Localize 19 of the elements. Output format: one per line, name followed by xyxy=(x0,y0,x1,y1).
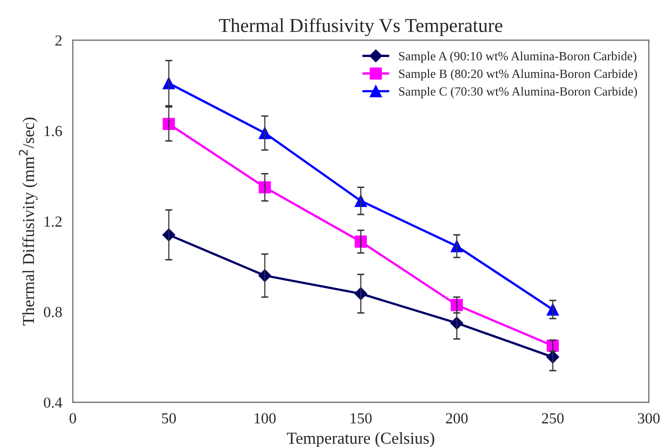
y-tick-label: 2 xyxy=(55,35,62,46)
x-tick-label: 200 xyxy=(446,413,468,424)
x-tick-label: 50 xyxy=(162,413,176,424)
y-tick-label: 0.4 xyxy=(44,397,62,408)
legend-label: Sample C (70:30 wt% Alumina-Boron Carbide) xyxy=(399,86,637,98)
y-tick-label: 0.8 xyxy=(44,306,62,318)
point xyxy=(162,118,175,130)
x-tick-label: 0 xyxy=(70,413,76,424)
y-tick-label: 1.6 xyxy=(44,126,62,136)
x-axis-title: Temperature (Celsius) xyxy=(286,432,434,447)
x-tick-label: 100 xyxy=(254,413,276,424)
x-tick-label: 150 xyxy=(350,413,372,424)
y-tick-label: 1.2 xyxy=(44,216,62,227)
x-tick-label: 300 xyxy=(638,413,660,424)
legend-label: Sample A (90:10 wt% Alumina-Boron Carbide) xyxy=(399,52,636,63)
legend-label: Sample B (80:20 wt% Alumina-Boron Carbide) xyxy=(399,69,637,81)
chart-title: Thermal Diffusivity Vs Temperature xyxy=(218,18,502,36)
x-tick-label: 250 xyxy=(542,413,564,424)
y-axis-title: Thermal Diffusivity (mm$^{2}$/sec) xyxy=(18,118,38,326)
